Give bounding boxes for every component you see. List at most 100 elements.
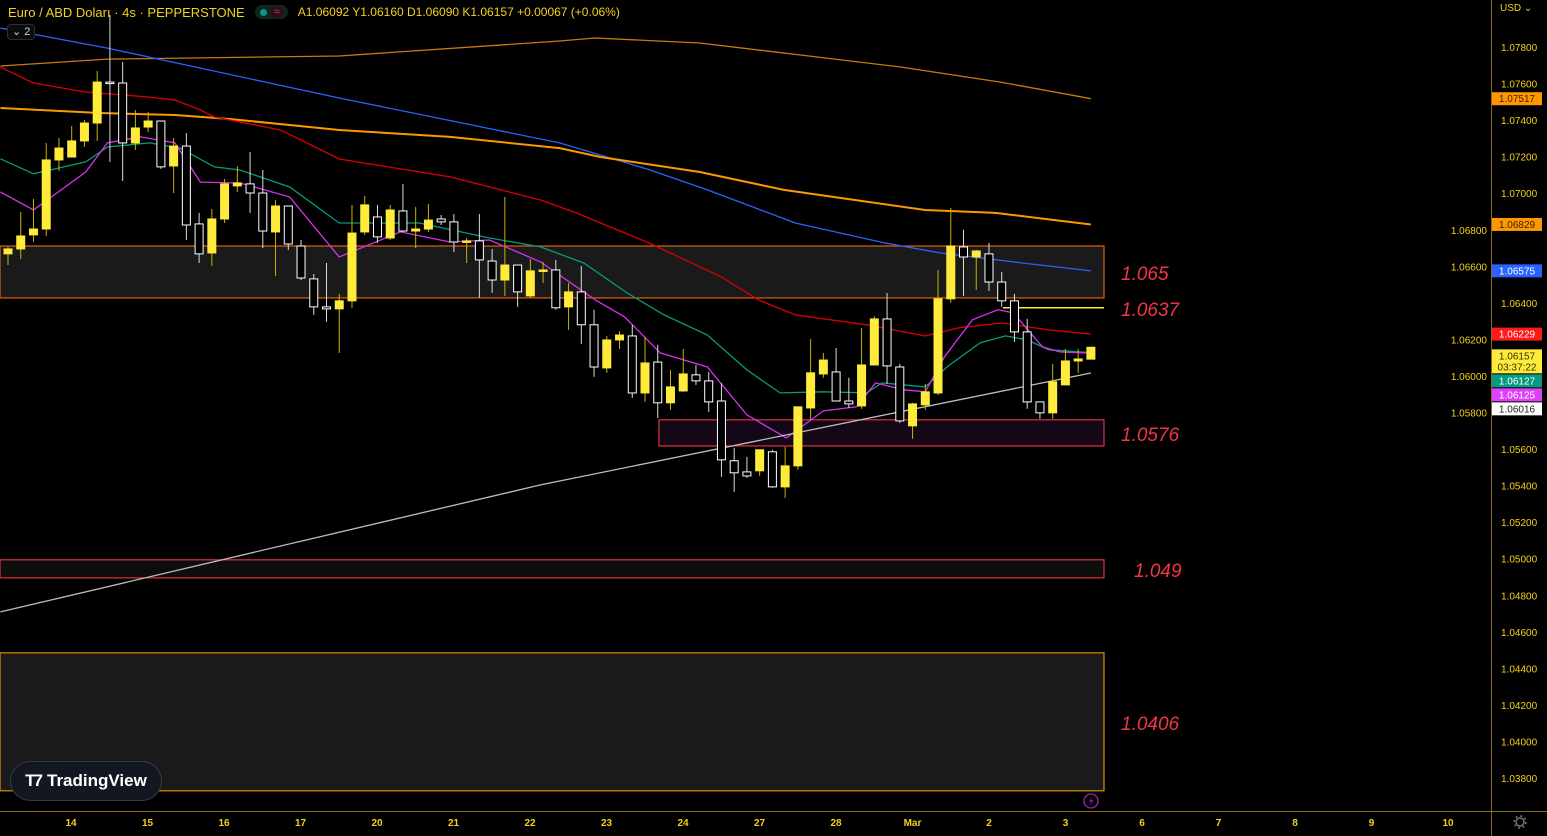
price-tag: 1.06829 [1492, 217, 1542, 231]
candle-body [1022, 331, 1032, 403]
replay-lightning-icon[interactable] [1083, 793, 1099, 809]
candle-bullish [933, 269, 943, 395]
candle-body [500, 264, 510, 281]
candle-body [372, 216, 382, 238]
candle-body [1035, 401, 1045, 414]
candle-body [997, 281, 1007, 302]
price-axis[interactable]: 1.07800 1.07600 1.07400 1.07200 1.07000 1.068… [1451, 43, 1538, 785]
date-tick-label: 27 [754, 818, 766, 829]
candle-bullish [1060, 348, 1070, 386]
candle-body [1086, 346, 1096, 360]
candle-bearish [691, 364, 701, 385]
price-tick-label: 1.05000 [1501, 555, 1538, 566]
candle-bearish [589, 309, 599, 377]
candle-body [984, 253, 994, 283]
candle-bullish [232, 165, 242, 192]
candle-body [296, 245, 306, 279]
candle-bullish [462, 237, 472, 264]
price-tag: 1.06125 [1492, 388, 1542, 402]
candle-bearish [1009, 293, 1019, 342]
candle-body [831, 371, 841, 402]
price-tick-label: 1.06000 [1451, 372, 1488, 383]
candle-body [615, 334, 625, 341]
candle-bearish [844, 377, 854, 408]
candle-body [818, 359, 828, 375]
candle-bullish [41, 142, 51, 236]
price-tag-bg [1492, 217, 1542, 231]
date-tick-label: 6 [1139, 818, 1145, 829]
tradingview-logo[interactable]: T7 TradingView [10, 761, 162, 801]
candle-body [1073, 358, 1083, 362]
candle-bullish [946, 208, 956, 303]
candle-bearish [895, 363, 905, 423]
candle-body [156, 120, 166, 168]
candle-body [322, 306, 331, 310]
indicators-collapse-button[interactable]: ⌄ 2 [7, 24, 36, 40]
settings-gear-icon[interactable] [1513, 815, 1527, 829]
price-tags: 1.07517 1.06829 1.06575 1.06229 1.0615703:37… [1492, 92, 1542, 416]
zone-label: 1.065 [1121, 264, 1169, 285]
candle-bearish [449, 214, 459, 253]
date-tick-label: 15 [142, 818, 154, 829]
candle-bearish [984, 242, 994, 291]
candle-bullish [411, 206, 421, 249]
candle-bullish [334, 293, 344, 353]
candle-bearish [653, 344, 663, 418]
price-tick-label: 1.07800 [1501, 43, 1538, 54]
zone-box [0, 559, 1105, 579]
candle-body [908, 403, 918, 427]
tradingview-mark-icon: T7 [25, 771, 43, 790]
price-tag-bg [1492, 327, 1542, 341]
zones-layer [0, 245, 1105, 792]
candle-bullish [385, 204, 395, 240]
candle-body [678, 373, 688, 392]
candle-body [105, 81, 115, 85]
candle-bearish [882, 292, 892, 384]
candle-bullish [500, 196, 510, 296]
candle-body [28, 228, 38, 236]
candle-body [385, 209, 395, 239]
price-tag-value: 1.07517 [1499, 94, 1536, 105]
candle-body [143, 120, 153, 128]
price-tag-value: 1.06575 [1499, 266, 1536, 277]
candle-body [1060, 360, 1070, 386]
candle-bullish [1086, 346, 1096, 360]
candle-bullish [920, 383, 930, 410]
candle-bullish [857, 327, 867, 409]
candle-bullish [79, 119, 89, 147]
candle-body [691, 374, 701, 382]
moving-average-line [0, 37, 1092, 100]
candle-bullish [971, 250, 981, 290]
price-tag: 1.07517 [1492, 92, 1542, 106]
candle-bullish [169, 138, 179, 194]
time-axis[interactable]: 14 15 16 17 20 21 22 23 24 27 28 Mar 2 3 6 7 8 9 10 [65, 818, 1454, 829]
candle-body [869, 318, 879, 366]
candle-body [462, 240, 472, 243]
candle-body [1009, 300, 1019, 333]
candle-body [436, 218, 446, 223]
candle-body [882, 318, 892, 367]
symbol-title[interactable]: Euro / ABD Doları · 4s · PEPPERSTONE [8, 4, 245, 20]
candle-bullish [271, 199, 281, 276]
candle-body [271, 205, 281, 233]
market-status-pill[interactable]: ≈ [254, 5, 288, 19]
chart-header: Euro / ABD Doları · 4s · PEPPERSTONE ≈ A… [8, 4, 620, 20]
candle-body [67, 140, 77, 158]
candle-body [283, 205, 293, 245]
candle-bearish [105, 15, 115, 162]
candle-body [474, 240, 484, 261]
zone-label: 1.0576 [1121, 425, 1180, 446]
candle-bearish [194, 212, 204, 264]
candle-bullish [525, 258, 535, 298]
candle-body [449, 221, 459, 243]
price-tag: 1.06575 [1492, 264, 1542, 278]
candle-bearish [258, 169, 268, 249]
candle-body [258, 192, 268, 232]
candle-body [92, 81, 102, 124]
price-tag-bg [1492, 374, 1542, 388]
zone-label: 1.049 [1134, 561, 1182, 582]
candle-bearish [283, 205, 293, 251]
candle-body [576, 291, 586, 326]
currency-selector[interactable]: USD ⌄ [1500, 3, 1532, 14]
